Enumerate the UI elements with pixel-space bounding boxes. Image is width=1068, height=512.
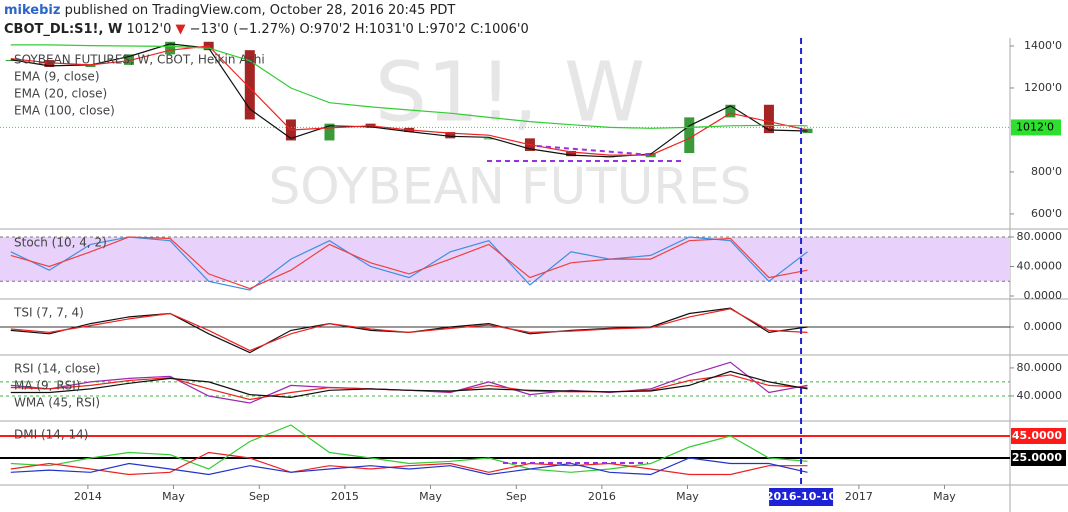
cursor-badge bbox=[769, 488, 834, 506]
legend-label: MA (9, RSI) bbox=[14, 379, 81, 393]
ref-label: 45.0000 bbox=[1012, 429, 1062, 442]
legend-label: EMA (20, close) bbox=[14, 87, 107, 101]
y-tick-label: 800'0 bbox=[1031, 165, 1062, 178]
published: published on TradingView.com, October 28… bbox=[64, 3, 456, 18]
series-line bbox=[10, 451, 808, 476]
ohlc: O:970'2 H:1031'0 L:970'2 C:1006'0 bbox=[299, 22, 529, 37]
candle bbox=[483, 138, 494, 140]
watermark-symbol: S1!, W bbox=[375, 45, 645, 140]
y-tick-label: 0.0000 bbox=[1024, 289, 1063, 302]
x-tick-label: 2017 bbox=[845, 490, 873, 503]
candle bbox=[684, 117, 695, 154]
y-tick-label: 600'0 bbox=[1031, 207, 1062, 220]
x-tick-label: May bbox=[676, 490, 699, 503]
candle bbox=[763, 104, 774, 134]
x-tick-label: 2016 bbox=[588, 490, 616, 503]
x-tick-label: Sep bbox=[506, 490, 527, 503]
x-tick-label: Sep bbox=[249, 490, 270, 503]
candle bbox=[445, 132, 456, 139]
ref-badge bbox=[1011, 427, 1066, 444]
last: 1012'0 bbox=[126, 22, 172, 37]
legend-label: DMI (14, 14) bbox=[14, 428, 88, 442]
author[interactable]: mikebiz bbox=[4, 3, 61, 18]
cursor-label: 2016-10-10 bbox=[766, 490, 837, 503]
x-tick-label: 2015 bbox=[331, 490, 359, 503]
candle bbox=[5, 60, 16, 62]
band bbox=[0, 237, 1010, 282]
y-tick-label: 80.0000 bbox=[1017, 361, 1063, 374]
ref-badge bbox=[1011, 450, 1066, 467]
series-line bbox=[10, 236, 808, 290]
y-tick-label: 0.0000 bbox=[1024, 320, 1063, 333]
candle bbox=[85, 64, 96, 67]
series-line bbox=[10, 45, 808, 156]
legend-label: SOYBEAN FUTURES, W, CBOT, Heikin Ashi bbox=[14, 53, 265, 67]
series-line bbox=[10, 43, 808, 158]
series-line bbox=[10, 308, 808, 352]
series-line bbox=[10, 370, 808, 399]
candle bbox=[44, 60, 55, 67]
series-line bbox=[10, 457, 808, 476]
y-tick-label: 1400'0 bbox=[1024, 39, 1062, 52]
last-badge bbox=[1011, 119, 1061, 136]
candle bbox=[324, 123, 335, 141]
legend-label: EMA (100, close) bbox=[14, 104, 115, 118]
y-tick-label: 80.0000 bbox=[1017, 230, 1063, 243]
y-tick-label: 1200'0 bbox=[1024, 81, 1062, 94]
series-line bbox=[10, 236, 808, 291]
legend-label: EMA (9, close) bbox=[14, 70, 100, 84]
x-tick-label: 2014 bbox=[74, 490, 102, 503]
last-label: 1012'0 bbox=[1016, 120, 1054, 133]
series-line bbox=[10, 44, 808, 129]
candle bbox=[124, 54, 135, 65]
y-tick-label: 40.0000 bbox=[1017, 389, 1063, 402]
candle bbox=[566, 150, 577, 157]
arrow: ▼ bbox=[175, 22, 186, 37]
legend-label: Stoch (10, 4, 2) bbox=[14, 236, 107, 250]
y-tick-label: 40.0000 bbox=[1017, 260, 1063, 273]
legend-label: TSI (7, 7, 4) bbox=[13, 306, 84, 320]
header: mikebiz published on TradingView.com, Oc… bbox=[4, 1, 529, 39]
x-tick-label: May bbox=[933, 490, 956, 503]
watermark-description: SOYBEAN FUTURES bbox=[269, 158, 752, 216]
x-tick-label: May bbox=[162, 490, 185, 503]
candle bbox=[725, 104, 736, 118]
series-line bbox=[10, 424, 808, 473]
legend-label: RSI (14, close) bbox=[14, 362, 100, 376]
symbol: CBOT_DL:S1!, W bbox=[4, 22, 123, 37]
change: −13'0 (−1.27%) bbox=[189, 22, 296, 37]
ref-label: 25.0000 bbox=[1012, 451, 1062, 464]
candle bbox=[165, 41, 176, 55]
x-tick-label: May bbox=[419, 490, 442, 503]
legend-label: WMA (45, RSI) bbox=[14, 396, 100, 410]
annotation-line bbox=[536, 145, 653, 156]
candle bbox=[244, 50, 255, 120]
